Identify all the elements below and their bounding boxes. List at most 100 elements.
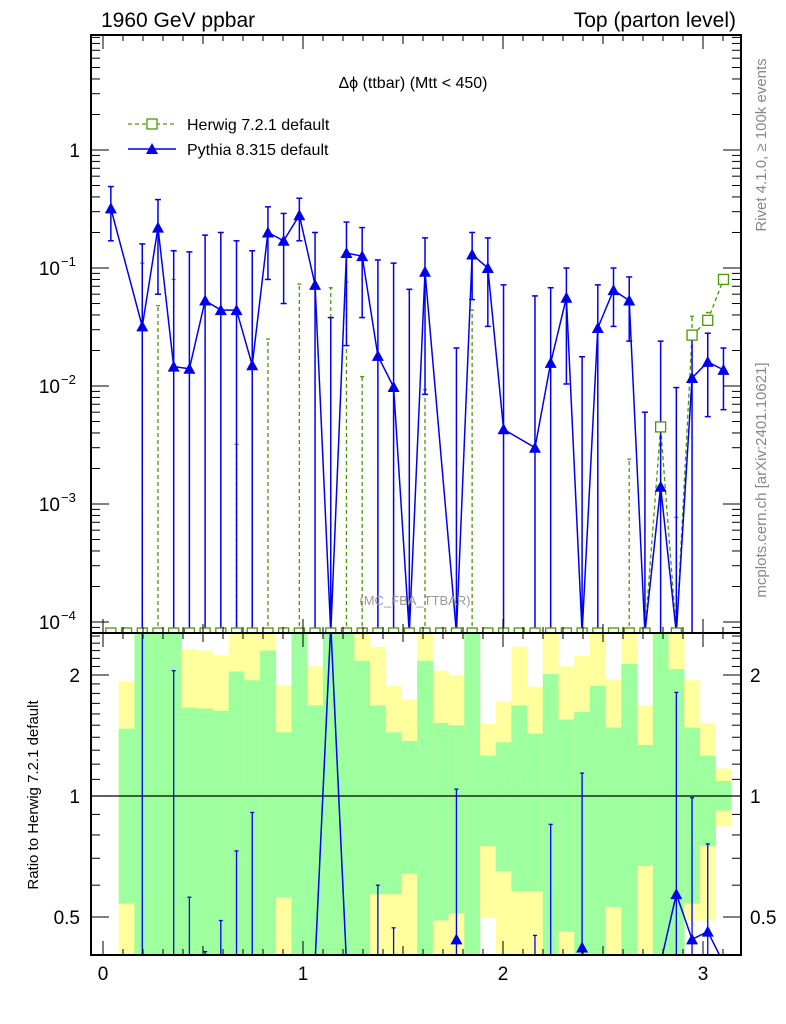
pythia-marker — [607, 284, 620, 296]
herwig-marker — [105, 627, 117, 633]
x-tick-label: 2 — [498, 964, 509, 985]
herwig-marker — [372, 627, 384, 633]
herwig-marker — [277, 627, 290, 633]
pythia-marker — [136, 320, 149, 332]
ratio-marker — [670, 888, 683, 900]
ratio-band-inner — [511, 705, 528, 892]
herwig-marker — [717, 273, 730, 286]
herwig-marker — [419, 627, 431, 633]
herwig-marker — [654, 421, 667, 433]
ratio-band-inner — [417, 660, 434, 955]
ratio-y-tick-label-right: 1 — [750, 787, 761, 808]
ratio-marker — [340, 957, 352, 968]
herwig-marker — [529, 627, 541, 633]
pythia-marker — [340, 247, 353, 259]
ratio-band-inner — [401, 741, 418, 874]
plot-title: Δϕ (ttbar) (Mtt < 450) — [338, 75, 487, 92]
main-plot-marks — [104, 185, 730, 633]
pythia-marker — [701, 355, 714, 367]
herwig-marker — [686, 329, 698, 341]
pythia-marker — [199, 294, 212, 306]
pythia-marker — [481, 262, 494, 273]
ratio-band-inner — [338, 633, 355, 955]
herwig-marker — [309, 627, 321, 633]
herwig-marker — [435, 627, 447, 633]
pythia-marker — [167, 360, 180, 372]
legend-pythia-triangle-icon — [146, 143, 158, 154]
ratio-band-inner — [495, 742, 512, 872]
ratio-band-inner — [322, 633, 339, 955]
herwig-marker — [560, 627, 573, 633]
ratio-band-inner — [150, 633, 167, 955]
herwig-marker — [497, 627, 510, 633]
legend-herwig-label: Herwig 7.2.1 default — [187, 117, 330, 134]
ratio-uncertainty-bands — [118, 633, 732, 955]
pythia-marker — [261, 226, 274, 238]
herwig-marker — [199, 627, 211, 633]
x-tick-label: 0 — [98, 964, 109, 985]
x-tick-label: 3 — [698, 964, 709, 985]
ratio-band-inner — [385, 732, 402, 895]
header-right: Top (parton level) — [574, 9, 736, 32]
pythia-marker — [309, 278, 322, 290]
ratio-band-inner — [291, 633, 308, 955]
ratio-band-inner — [432, 722, 449, 921]
x-tick-label: 1 — [298, 964, 309, 985]
pythia-marker — [591, 322, 604, 334]
main-y-tick-exponent: −2 — [61, 372, 76, 387]
ratio-marker — [686, 933, 699, 945]
pythia-marker — [214, 304, 227, 316]
ratio-y-tick-label-left: 0.5 — [54, 908, 80, 929]
ratio-y-tick-label-left: 2 — [69, 666, 80, 687]
herwig-marker — [152, 627, 164, 633]
ratio-band-inner — [589, 685, 606, 955]
ratio-band-inner — [605, 727, 622, 907]
herwig-marker — [513, 627, 525, 633]
herwig-marker — [639, 627, 651, 633]
main-y-tick-exponent: −4 — [61, 608, 76, 623]
main-y-tick-label: 1 — [69, 141, 80, 162]
ratio-y-tick-label-left: 1 — [69, 787, 80, 808]
watermark-analysis-name: (MC_FBA_TTBAR) — [359, 593, 470, 608]
herwig-marker — [230, 627, 243, 633]
ratio-band-inner — [307, 705, 324, 955]
ratio-band-inner — [118, 728, 135, 904]
pythia-marker — [293, 209, 306, 221]
main-y-tick-exponent: −3 — [61, 490, 76, 505]
main-y-tick-label: 10 — [39, 613, 60, 634]
pythia-series-line — [110, 208, 724, 633]
pythia-marker — [371, 349, 384, 361]
pythia-marker — [528, 441, 541, 453]
ratio-band-inner — [370, 705, 387, 895]
main-y-tick-exponent: −1 — [61, 254, 76, 269]
ratio-band-inner — [652, 633, 669, 955]
ratio-plot-marks — [91, 633, 741, 968]
herwig-marker — [168, 627, 180, 633]
ratio-band-inner — [181, 707, 198, 955]
herwig-marker — [136, 627, 148, 633]
main-y-tick-label: 10 — [39, 495, 60, 516]
pythia-marker — [104, 202, 117, 214]
herwig-marker — [607, 627, 620, 633]
pythia-marker — [544, 356, 557, 368]
herwig-marker — [403, 627, 415, 633]
herwig-marker — [482, 627, 494, 633]
herwig-marker — [576, 627, 588, 633]
ratio-marker — [701, 925, 714, 937]
ratio-marker — [655, 957, 667, 968]
herwig-marker — [215, 627, 227, 633]
ratio-band-inner — [212, 710, 229, 955]
pythia-marker — [623, 294, 636, 306]
pythia-marker — [183, 362, 196, 374]
pythia-marker — [356, 250, 369, 262]
ratio-band-inner — [354, 660, 371, 955]
ratio-marker — [309, 957, 321, 968]
legend-item-herwig: Herwig 7.2.1 default — [128, 117, 330, 134]
pythia-marker — [717, 363, 730, 375]
ratio-band-inner — [558, 719, 575, 932]
herwig-marker — [670, 627, 682, 633]
ratio-band-inner — [228, 671, 245, 955]
ratio-band-inner — [637, 744, 654, 866]
herwig-marker — [246, 627, 258, 633]
